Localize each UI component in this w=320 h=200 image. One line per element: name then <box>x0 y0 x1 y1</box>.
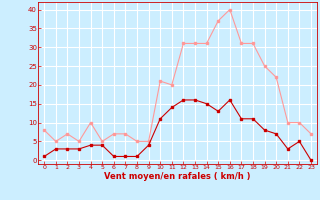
X-axis label: Vent moyen/en rafales ( km/h ): Vent moyen/en rafales ( km/h ) <box>104 172 251 181</box>
